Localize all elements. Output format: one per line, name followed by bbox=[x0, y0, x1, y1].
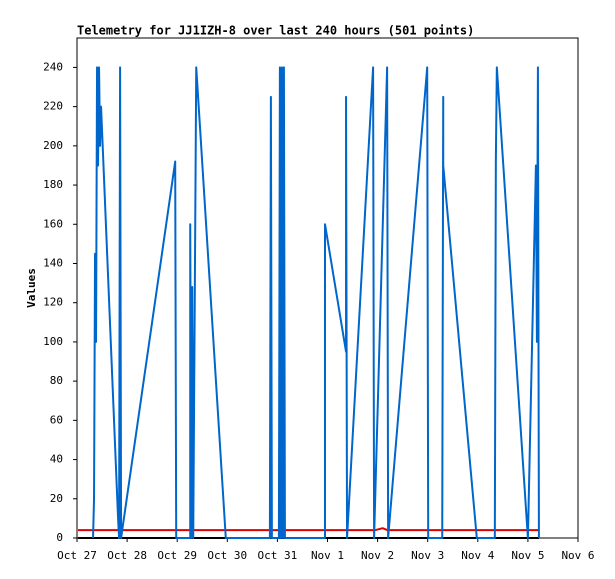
data-line bbox=[92, 66, 540, 539]
x-tick-label: Nov 6 bbox=[561, 549, 594, 562]
y-tick-label: 20 bbox=[50, 492, 63, 505]
data-line bbox=[78, 527, 539, 532]
x-tick-label: Oct 30 bbox=[207, 549, 247, 562]
y-tick-label: 160 bbox=[43, 217, 63, 230]
y-axis-label: Values bbox=[25, 268, 38, 308]
x-tick-label: Nov 4 bbox=[461, 549, 494, 562]
y-tick-label: 120 bbox=[43, 296, 63, 309]
y-tick-label: 140 bbox=[43, 256, 63, 269]
y-tick-label: 100 bbox=[43, 335, 63, 348]
x-tick-label: Oct 27 bbox=[57, 549, 97, 562]
x-tick-label: Oct 28 bbox=[107, 549, 147, 562]
y-tick-label: 80 bbox=[50, 374, 63, 387]
x-tick-label: Nov 1 bbox=[311, 549, 344, 562]
y-tick-label: 200 bbox=[43, 139, 63, 152]
y-tick-label: 240 bbox=[43, 60, 63, 73]
y-tick-label: 60 bbox=[50, 413, 63, 426]
y-tick-label: 220 bbox=[43, 100, 63, 113]
x-tick-label: Oct 29 bbox=[157, 549, 197, 562]
x-tick-label: Oct 31 bbox=[258, 549, 298, 562]
y-tick-label: 180 bbox=[43, 178, 63, 191]
chart-title: Telemetry for JJ1IZH-8 over last 240 hou… bbox=[77, 24, 474, 38]
y-tick-label: 0 bbox=[56, 531, 63, 544]
x-tick-label: Nov 2 bbox=[361, 549, 394, 562]
x-tick-label: Nov 5 bbox=[511, 549, 544, 562]
x-tick-label: Nov 3 bbox=[411, 549, 444, 562]
y-tick-label: 40 bbox=[50, 453, 63, 466]
